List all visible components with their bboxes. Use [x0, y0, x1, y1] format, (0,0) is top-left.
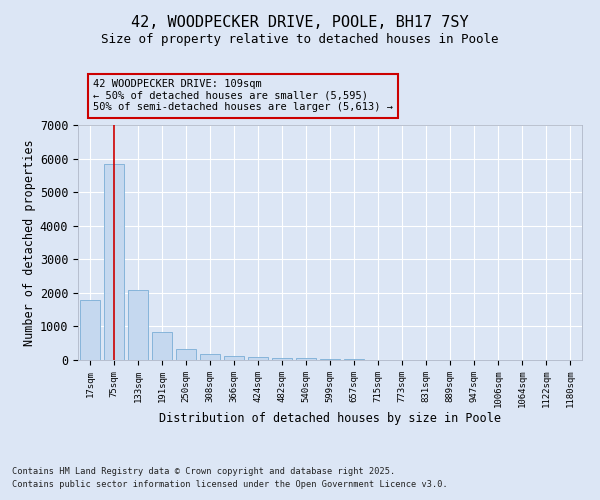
Bar [224, 356, 244, 360]
Text: Contains HM Land Registry data © Crown copyright and database right 2025.: Contains HM Land Registry data © Crown c… [12, 467, 395, 476]
Bar [296, 358, 316, 360]
Bar [176, 348, 196, 360]
Bar [248, 357, 268, 360]
Text: Size of property relative to detached houses in Poole: Size of property relative to detached ho… [101, 32, 499, 46]
X-axis label: Distribution of detached houses by size in Poole: Distribution of detached houses by size … [159, 412, 501, 424]
Bar [80, 300, 100, 360]
Bar [272, 358, 292, 360]
Bar [128, 290, 148, 360]
Y-axis label: Number of detached properties: Number of detached properties [23, 139, 35, 346]
Bar [104, 164, 124, 360]
Text: 42 WOODPECKER DRIVE: 109sqm
← 50% of detached houses are smaller (5,595)
50% of : 42 WOODPECKER DRIVE: 109sqm ← 50% of det… [93, 80, 393, 112]
Text: 42, WOODPECKER DRIVE, POOLE, BH17 7SY: 42, WOODPECKER DRIVE, POOLE, BH17 7SY [131, 15, 469, 30]
Text: Contains public sector information licensed under the Open Government Licence v3: Contains public sector information licen… [12, 480, 448, 489]
Bar [200, 354, 220, 360]
Bar [152, 332, 172, 360]
